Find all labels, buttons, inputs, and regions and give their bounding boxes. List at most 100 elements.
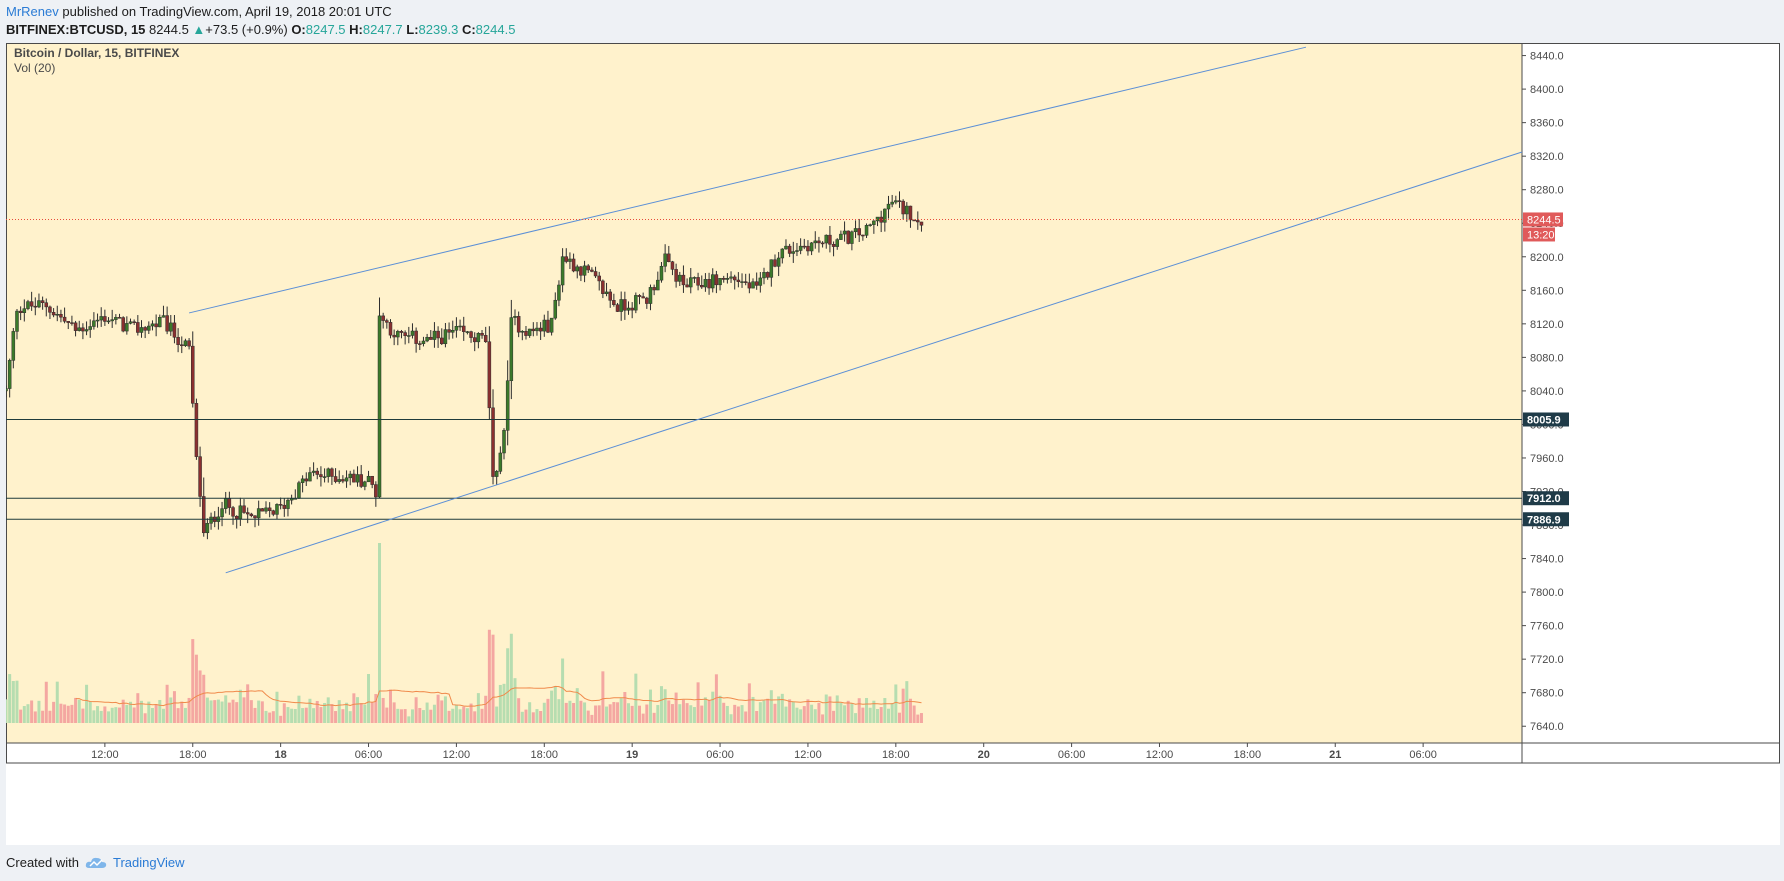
candle — [238, 497, 243, 526]
candle-body — [798, 245, 803, 251]
candle-body — [535, 327, 539, 332]
volume-bar — [458, 709, 462, 723]
candle-body — [699, 285, 704, 288]
volume-bar — [659, 686, 663, 723]
candle — [919, 221, 924, 232]
candle — [604, 282, 609, 297]
trendline — [225, 151, 1523, 574]
volume-bar — [865, 697, 869, 723]
candle — [553, 292, 558, 320]
volume-bar — [103, 706, 107, 723]
volume-bar — [535, 709, 539, 723]
candle-body — [326, 468, 330, 477]
time-tick-label: 18:00 — [882, 749, 910, 761]
candle — [114, 314, 118, 325]
candle-body — [732, 276, 737, 281]
volume-bar — [26, 704, 30, 723]
candle — [366, 470, 371, 483]
volume-bar — [451, 708, 455, 723]
volume-bar — [88, 701, 92, 723]
candle — [762, 267, 766, 285]
price-chart[interactable]: 8440.08400.08360.08320.08280.08240.08200… — [6, 43, 1780, 845]
volume-bar — [685, 703, 689, 723]
candle-body — [494, 471, 499, 477]
candle — [77, 320, 81, 332]
volume-bar — [707, 700, 711, 723]
candle-body — [260, 508, 265, 512]
price-tick-label: 7640.0 — [1530, 721, 1564, 733]
candle — [194, 398, 199, 460]
candle — [191, 331, 195, 408]
candle-body — [209, 516, 213, 524]
candle — [721, 275, 726, 283]
volume-bar — [663, 689, 667, 723]
volume-bar — [158, 699, 162, 723]
author-link[interactable]: MrRenev — [6, 4, 59, 19]
candle-body — [128, 321, 133, 324]
candle — [773, 254, 777, 268]
price-tick-label: 7960.0 — [1530, 453, 1564, 465]
candle-body — [828, 234, 832, 245]
volume-bar — [630, 705, 634, 723]
candle — [297, 480, 301, 500]
candle-body — [652, 287, 656, 291]
candle-body — [513, 316, 517, 318]
volume-bar — [231, 699, 235, 723]
candle — [337, 470, 341, 484]
candle — [418, 340, 422, 351]
volume-bar — [824, 694, 828, 723]
candle — [55, 305, 60, 322]
candle — [344, 470, 349, 488]
volume-bar — [275, 691, 279, 723]
time-tick-label: 12:00 — [91, 749, 119, 761]
volume-bar — [462, 706, 466, 723]
volume-bar — [367, 674, 371, 723]
volume-bar — [337, 700, 341, 723]
candle-body — [242, 505, 246, 513]
volume-bar — [616, 702, 620, 723]
volume-bar — [399, 709, 403, 723]
volume-bar — [703, 697, 707, 723]
candle — [861, 234, 865, 241]
candle-body — [469, 331, 473, 338]
volume-series — [6, 543, 923, 723]
publish-line: MrRenev published on TradingView.com, Ap… — [6, 3, 1776, 21]
candle-body — [692, 277, 697, 279]
candle — [436, 326, 440, 348]
candle-body — [95, 319, 100, 322]
candle — [765, 271, 770, 280]
plot-background — [6, 43, 1522, 743]
time-tick-label: 06:00 — [1058, 749, 1086, 761]
candle — [776, 252, 781, 277]
volume-bar — [414, 697, 418, 723]
tradingview-link[interactable]: TradingView — [112, 855, 185, 870]
candle-body — [125, 323, 129, 332]
candle — [95, 313, 100, 328]
candle — [425, 333, 429, 343]
candle — [590, 267, 594, 273]
volume-bar — [154, 704, 158, 723]
candle-body — [132, 321, 136, 323]
candle-body — [77, 327, 81, 331]
candle — [557, 280, 561, 307]
candle-body — [165, 315, 169, 332]
price-tick-label: 8080.0 — [1530, 352, 1564, 364]
candle-body — [6, 388, 8, 392]
candle-body — [795, 250, 799, 252]
volume-bar — [48, 710, 52, 723]
volume-bar — [872, 700, 876, 723]
level-price-label: 7912.0 — [1527, 493, 1561, 505]
candle-body — [37, 300, 41, 308]
chart-header: MrRenev published on TradingView.com, Ap… — [6, 3, 1776, 39]
candle-body — [114, 317, 118, 320]
volume-bar — [107, 711, 111, 723]
volume-bar — [594, 705, 598, 723]
volume-bar — [912, 705, 916, 723]
candle-body — [7, 360, 12, 389]
candle-body — [432, 330, 437, 340]
candle-body — [158, 317, 162, 328]
candle — [300, 475, 305, 493]
candle-body — [809, 242, 814, 252]
candle-body — [223, 498, 228, 509]
candle-body — [886, 203, 891, 210]
